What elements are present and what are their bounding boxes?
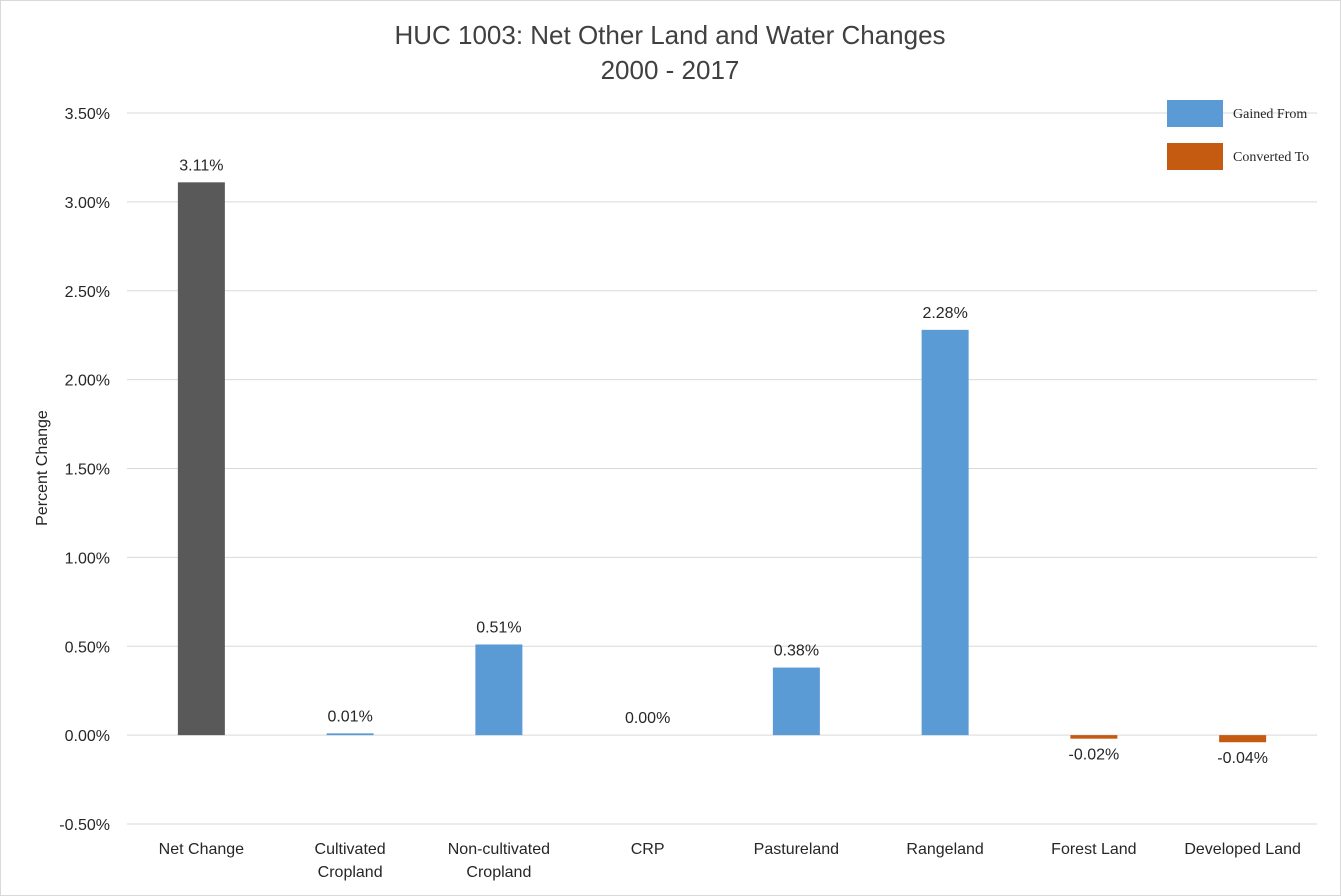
category-labels: Net Change Cultivated Cropland Non-cultivat… [159,841,1301,881]
bars [177,182,1267,743]
y-tick-label: 3.00% [65,195,110,212]
chart-subtitle: 2000 - 2017 [601,55,740,85]
legend-swatch [1167,100,1223,127]
bar [772,667,820,736]
category-label: Non-cultivated [448,841,550,858]
y-tick-label: 3.50% [65,106,110,123]
bar [1219,735,1267,743]
legend-label: Converted To [1233,150,1309,165]
bar [1070,735,1118,739]
data-labels: 3.11% 0.01% 0.51% 0.00% 0.38% 2.28% -0.02% -0.0… [179,157,1268,767]
bar [177,182,225,736]
y-axis-ticks: 3.50% 3.00% 2.50% 2.00% 1.50% 1.00% 0.50% 0.00%… [59,106,110,834]
category-label: Cropland [318,864,383,881]
category-label: Rangeland [906,841,983,858]
y-tick-label: 1.00% [65,550,110,567]
data-label: 0.00% [625,710,670,727]
bar [921,329,969,736]
data-label: 0.38% [774,643,819,660]
data-label: 3.11% [179,157,223,174]
data-label: 0.01% [327,708,372,725]
data-label: -0.04% [1217,750,1268,767]
category-label: Developed Land [1184,841,1301,858]
category-label: Forest Land [1051,841,1136,858]
gridlines [127,112,1317,825]
y-tick-label: 0.00% [65,728,110,745]
y-axis-title: Percent Change [34,410,51,526]
bar [475,644,523,736]
bar [326,733,374,736]
legend: Gained From Converted To [1167,100,1309,170]
y-tick-label: 2.50% [65,284,110,301]
data-label: 2.28% [922,305,967,322]
y-tick-label: 0.50% [65,639,110,656]
legend-label: Gained From [1233,107,1307,122]
chart-title: HUC 1003: Net Other Land and Water Chang… [394,20,945,50]
y-tick-label: 2.00% [65,373,110,390]
y-tick-label: 1.50% [65,462,110,479]
category-label: Pastureland [754,841,839,858]
data-label: 0.51% [476,619,521,636]
category-label: CRP [631,841,665,858]
category-label: Cultivated [315,841,386,858]
data-label: -0.02% [1069,747,1120,764]
category-label: Cropland [466,864,531,881]
y-tick-label: -0.50% [59,817,110,834]
legend-swatch [1167,143,1223,170]
category-label: Net Change [159,841,244,858]
